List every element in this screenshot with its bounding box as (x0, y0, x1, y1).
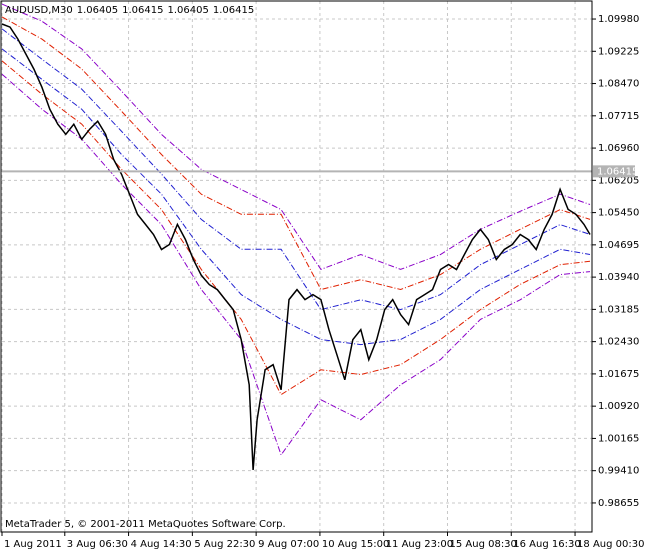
x-tick-label: 11 Aug 23:00 (386, 539, 453, 550)
y-tick-label: 1.08470 (598, 79, 639, 90)
current-price-box (593, 165, 635, 178)
plot-frame (0, 0, 593, 533)
symbol: AUDUSD,M30 (5, 5, 73, 16)
x-tick-label: 1 Aug 2011 (4, 539, 62, 550)
low: 1.06405 (167, 5, 208, 16)
current-price-label: 1.06415 (597, 166, 638, 177)
envelope-line (1, 60, 591, 396)
x-tick-label: 4 Aug 14:30 (131, 539, 192, 550)
y-tick-label: 1.03940 (598, 272, 639, 283)
chart-title: AUDUSD,M30 1.06405 1.06415 1.06405 1.06415 (5, 5, 254, 16)
y-tick-label: 1.04695 (598, 240, 639, 251)
footer: MetaTrader 5, © 2001-2011 MetaQuotes Sof… (5, 519, 286, 530)
envelope-line (1, 3, 591, 271)
y-tick-label: 1.00165 (598, 433, 639, 444)
y-tick-label: 0.98655 (598, 498, 639, 509)
x-tick-label: 10 Aug 15:00 (322, 539, 389, 550)
y-tick-label: 1.09980 (598, 14, 639, 25)
x-tick-label: 3 Aug 06:30 (67, 539, 128, 550)
y-tick-label: 0.99410 (598, 466, 639, 477)
plot-layer (1, 3, 592, 471)
y-tick-label: 1.06205 (598, 175, 639, 186)
price-line (1, 23, 591, 471)
axes-layer: 1.09980 1.09225 1.08470 1.07715 1.06960 1.062… (1, 14, 644, 550)
x-tick-label: 9 Aug 07:00 (258, 539, 319, 550)
x-tick-label: 15 Aug 08:30 (449, 539, 516, 550)
open: 1.06405 (77, 5, 118, 16)
close: 1.06415 (213, 5, 254, 16)
x-tick-label: 5 Aug 22:30 (194, 539, 255, 550)
envelope-line (1, 73, 591, 456)
grid-layer (1, 1, 592, 532)
envelope-line (1, 16, 591, 291)
y-tick-label: 1.03185 (598, 304, 639, 315)
high: 1.06415 (122, 5, 163, 16)
y-tick-label: 1.06960 (598, 143, 639, 154)
x-tick-label: 18 Aug 00:30 (577, 539, 644, 550)
y-tick-label: 1.07715 (598, 111, 639, 122)
y-tick-label: 1.00920 (598, 401, 639, 412)
y-tick-label: 1.01675 (598, 369, 639, 380)
y-tick-label: 1.09225 (598, 46, 639, 57)
y-tick-label: 1.02430 (598, 337, 639, 348)
x-tick-label: 16 Aug 16:30 (513, 539, 580, 550)
y-tick-label: 1.05450 (598, 208, 639, 219)
